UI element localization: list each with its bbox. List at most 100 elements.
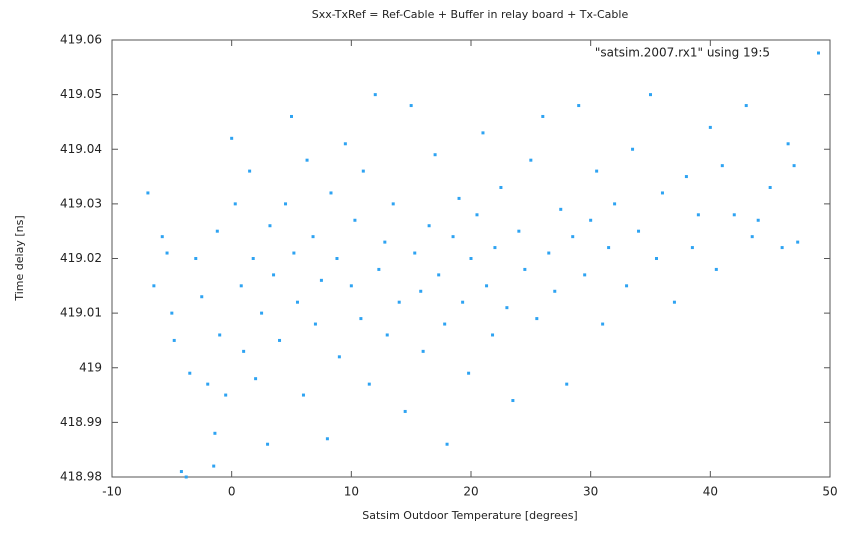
y-tick-label: 418.99 (60, 415, 102, 429)
point (254, 377, 258, 381)
point (268, 224, 272, 228)
point (529, 158, 533, 162)
point (200, 295, 204, 299)
point (443, 322, 447, 326)
point (535, 317, 539, 321)
point (212, 464, 216, 468)
point (260, 311, 264, 315)
point (349, 284, 353, 288)
point (625, 284, 629, 288)
y-tick-label: 419 (79, 360, 102, 374)
point (696, 213, 700, 217)
point (239, 284, 243, 288)
point (613, 202, 617, 206)
point (278, 338, 282, 342)
point (493, 246, 497, 250)
point (215, 229, 219, 233)
point (335, 257, 339, 260)
point (565, 382, 569, 386)
point (553, 289, 557, 293)
y-tick-label: 419.01 (60, 306, 102, 320)
point (654, 257, 658, 260)
chart-title: Sxx-TxRef = Ref-Cable + Buffer in relay … (312, 8, 629, 21)
point (796, 240, 800, 244)
point (485, 284, 489, 288)
point (780, 246, 784, 250)
point (311, 235, 315, 239)
point (523, 267, 527, 271)
point (367, 382, 371, 386)
point (373, 93, 377, 97)
point (690, 246, 694, 250)
point (160, 235, 164, 239)
point (403, 409, 407, 413)
point (660, 191, 664, 195)
point (188, 371, 192, 375)
point (353, 218, 357, 222)
y-tick-label: 419.03 (60, 196, 102, 210)
point (290, 114, 293, 118)
point (637, 229, 641, 233)
point (481, 131, 485, 135)
point (194, 257, 198, 260)
x-tick-label: 50 (822, 485, 837, 499)
point (266, 442, 270, 446)
point (457, 196, 461, 200)
point (571, 235, 575, 239)
point (469, 257, 473, 260)
point (437, 273, 441, 277)
point (467, 371, 471, 375)
point (385, 333, 389, 337)
point (461, 300, 465, 304)
point (631, 147, 635, 151)
point (319, 278, 323, 282)
x-axis-label: Satsim Outdoor Temperature [degrees] (362, 509, 577, 522)
point (213, 431, 217, 435)
point (359, 317, 363, 321)
point (517, 229, 521, 233)
point (744, 104, 748, 108)
x-tick-label: 40 (703, 485, 718, 499)
point (272, 273, 276, 277)
point (589, 218, 593, 222)
point (413, 251, 417, 255)
x-tick-label: 10 (344, 485, 359, 499)
point (750, 235, 754, 239)
point (329, 191, 333, 195)
point (305, 158, 309, 162)
point (301, 393, 305, 397)
point (172, 338, 176, 342)
point (756, 218, 760, 222)
point (224, 393, 228, 397)
point (559, 207, 563, 211)
y-tick-label: 418.98 (60, 470, 102, 484)
point (595, 169, 599, 173)
point (541, 114, 545, 118)
point (491, 333, 495, 337)
point (505, 306, 509, 310)
point (768, 185, 772, 189)
point (409, 104, 413, 108)
point (601, 322, 605, 326)
point (152, 284, 156, 288)
x-tick-label: -10 (102, 485, 122, 499)
point (337, 355, 341, 359)
point (547, 251, 551, 255)
point (732, 213, 736, 217)
legend-label: "satsim.2007.rx1" using 19:5 (595, 46, 770, 60)
point (233, 202, 237, 206)
point (786, 142, 790, 146)
point (433, 153, 437, 157)
point (184, 475, 188, 479)
point (708, 125, 712, 129)
y-tick-label: 419.05 (60, 87, 102, 101)
point (391, 202, 395, 206)
point (218, 333, 222, 337)
point (649, 93, 652, 97)
point (684, 175, 688, 179)
point (179, 470, 183, 474)
x-tick-label: 0 (228, 485, 236, 499)
point (251, 257, 255, 260)
point (295, 300, 299, 304)
point (720, 164, 724, 168)
